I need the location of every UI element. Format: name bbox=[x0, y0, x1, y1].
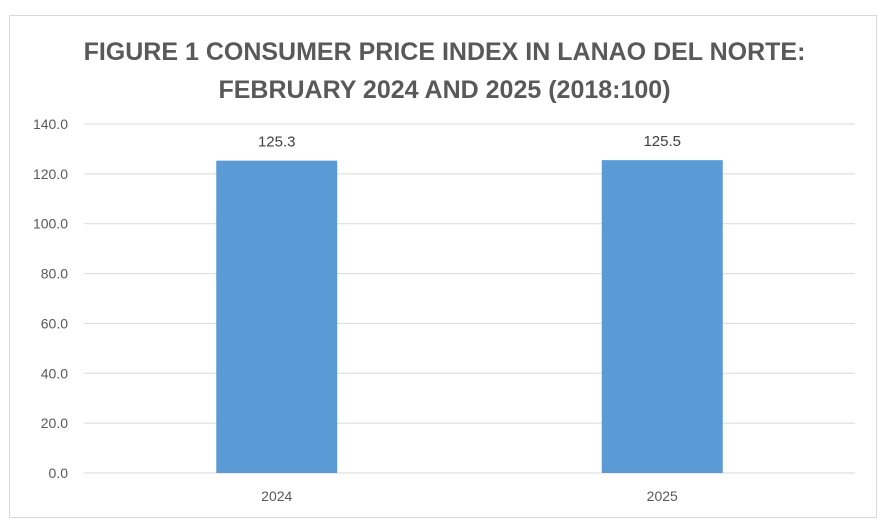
chart-title-line-1: FIGURE 1 CONSUMER PRICE INDEX IN LANAO D… bbox=[83, 38, 806, 66]
data-label: 125.5 bbox=[643, 133, 681, 150]
x-tick-label: 2025 bbox=[647, 488, 678, 504]
y-tick-label: 100.0 bbox=[33, 216, 68, 232]
y-tick-label: 0.0 bbox=[49, 465, 69, 481]
y-tick-label: 80.0 bbox=[41, 266, 68, 282]
chart-title-line-2: FEBRUARY 2024 AND 2025 (2018:100) bbox=[218, 76, 671, 104]
x-tick-label: 2024 bbox=[261, 488, 292, 504]
y-tick-label: 20.0 bbox=[41, 415, 68, 431]
y-tick-label: 60.0 bbox=[41, 315, 68, 331]
chart-title: FIGURE 1 CONSUMER PRICE INDEX IN LANAO D… bbox=[0, 33, 889, 109]
y-tick-label: 40.0 bbox=[41, 365, 68, 381]
y-tick-label: 140.0 bbox=[33, 116, 68, 132]
bar bbox=[601, 160, 723, 473]
bar bbox=[216, 160, 338, 473]
y-tick-label: 120.0 bbox=[33, 166, 68, 182]
chart-frame bbox=[9, 15, 877, 518]
data-label: 125.3 bbox=[258, 134, 296, 151]
